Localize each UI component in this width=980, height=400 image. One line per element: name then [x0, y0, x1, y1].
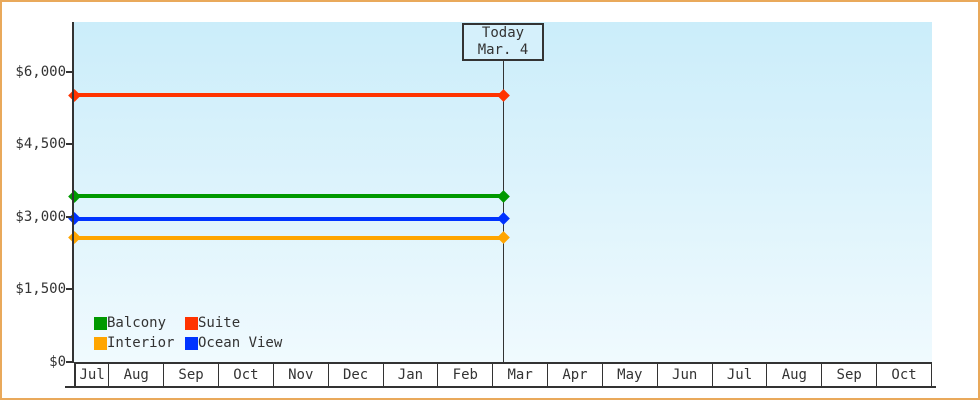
x-axis-month-label: Jul: [726, 367, 753, 383]
x-axis-month-cell: Oct: [877, 364, 932, 386]
legend-label: Suite: [198, 315, 241, 331]
x-axis-month-cell: Sep: [164, 364, 219, 386]
legend-swatch-icon: [185, 316, 198, 330]
legend-item-suite: Suite: [185, 313, 282, 333]
today-label: Today: [481, 25, 525, 41]
y-axis-tick-label: $1,500: [15, 281, 66, 298]
x-axis-month-row: Jul Aug Sep Oct Nov Dec Jan Feb Mar Apr May Jun Jul A…: [74, 362, 932, 386]
y-axis-tick-label: $4,500: [15, 136, 66, 153]
y-axis-tick: [66, 70, 73, 73]
x-axis-bottom-border: [65, 386, 936, 388]
series-marker-interior-today: [496, 231, 510, 245]
x-axis-month-cell: Sep: [822, 364, 878, 386]
y-axis-tick: [66, 288, 73, 291]
x-axis-month-cell: Jul: [74, 364, 110, 386]
x-axis-month-cell: Aug: [109, 364, 165, 386]
series-line-ocean-view-projection: [503, 217, 932, 221]
y-axis-tick: [66, 215, 73, 218]
x-axis-month-cell: Mar: [493, 364, 549, 386]
today-date-label: Mar. 4: [477, 42, 529, 58]
series-marker-interior-start: [67, 231, 81, 245]
series-line-balcony-history: [74, 194, 503, 199]
x-axis-month-label: Oct: [891, 367, 917, 383]
x-axis-month-cell: Dec: [329, 364, 384, 386]
x-axis-month-label: Nov: [288, 367, 314, 383]
series-marker-ocean-view-today: [496, 212, 510, 226]
legend-item-interior: Interior: [94, 333, 185, 353]
y-axis-tick-label: $6,000: [15, 63, 66, 80]
x-axis-month-cell: Jul: [713, 364, 768, 386]
series-line-suite-projection: [503, 93, 932, 97]
y-axis: [72, 22, 74, 363]
x-axis-month-label: Oct: [233, 367, 259, 383]
x-axis-month-label: Jun: [672, 367, 698, 383]
series-line-ocean-view-history: [74, 216, 503, 221]
x-axis-month-cell: Nov: [274, 364, 329, 386]
x-axis-month-label: Aug: [781, 367, 807, 383]
x-axis-month-label: Feb: [452, 367, 478, 383]
series-line-suite-history: [74, 93, 503, 98]
legend-swatch-icon: [185, 336, 198, 350]
series-line-interior-projection: [503, 236, 932, 240]
x-axis-month-label: Mar: [507, 367, 533, 383]
x-axis-month-label: Sep: [836, 367, 862, 383]
y-axis-tick: [66, 143, 73, 146]
x-axis-month-cell: Apr: [548, 364, 603, 386]
series-marker-suite-start: [67, 88, 81, 102]
legend-label: Balcony: [107, 315, 167, 331]
x-axis-month-cell: Aug: [767, 364, 823, 386]
series-marker-balcony-start: [67, 189, 81, 203]
legend-item-balcony: Balcony: [94, 313, 185, 333]
legend-label: Ocean View: [198, 335, 283, 351]
series-marker-balcony-today: [496, 189, 510, 203]
series-marker-suite-today: [496, 88, 510, 102]
x-axis-month-label: Dec: [342, 367, 369, 383]
today-vertical-line: [503, 60, 504, 362]
today-annotation-box: Today Mar. 4: [462, 23, 544, 61]
x-axis-month-label: Aug: [123, 367, 149, 383]
series-line-balcony-projection: [503, 194, 932, 198]
x-axis-month-cell: May: [603, 364, 658, 386]
x-axis-month-label: Jan: [397, 367, 424, 383]
x-axis-month-cell: Feb: [438, 364, 494, 386]
x-axis-month-cell: Jun: [658, 364, 713, 386]
y-axis-tick: [66, 361, 73, 363]
series-marker-ocean-view-start: [67, 212, 81, 226]
legend-label: Interior: [107, 335, 175, 351]
legend-swatch-icon: [94, 316, 107, 330]
x-axis-month-cell: Jan: [384, 364, 439, 386]
x-axis-month-label: Sep: [178, 367, 204, 383]
plot-area: Today Mar. 4 Balcony Suite Interior Ocean V…: [67, 22, 932, 362]
x-axis-month-label: May: [617, 367, 643, 383]
series-line-interior-history: [74, 235, 503, 240]
legend-item-ocean-view: Ocean View: [185, 333, 282, 353]
y-axis-tick-label: $3,000: [15, 208, 66, 225]
x-axis-month-label: Jul: [79, 367, 105, 383]
y-axis-tick-label: $0: [49, 354, 66, 370]
legend-swatch-icon: [94, 336, 107, 350]
x-axis-month-cell: Oct: [219, 364, 274, 386]
legend: Balcony Suite Interior Ocean View: [94, 313, 282, 353]
x-axis-month-label: Apr: [562, 367, 588, 383]
